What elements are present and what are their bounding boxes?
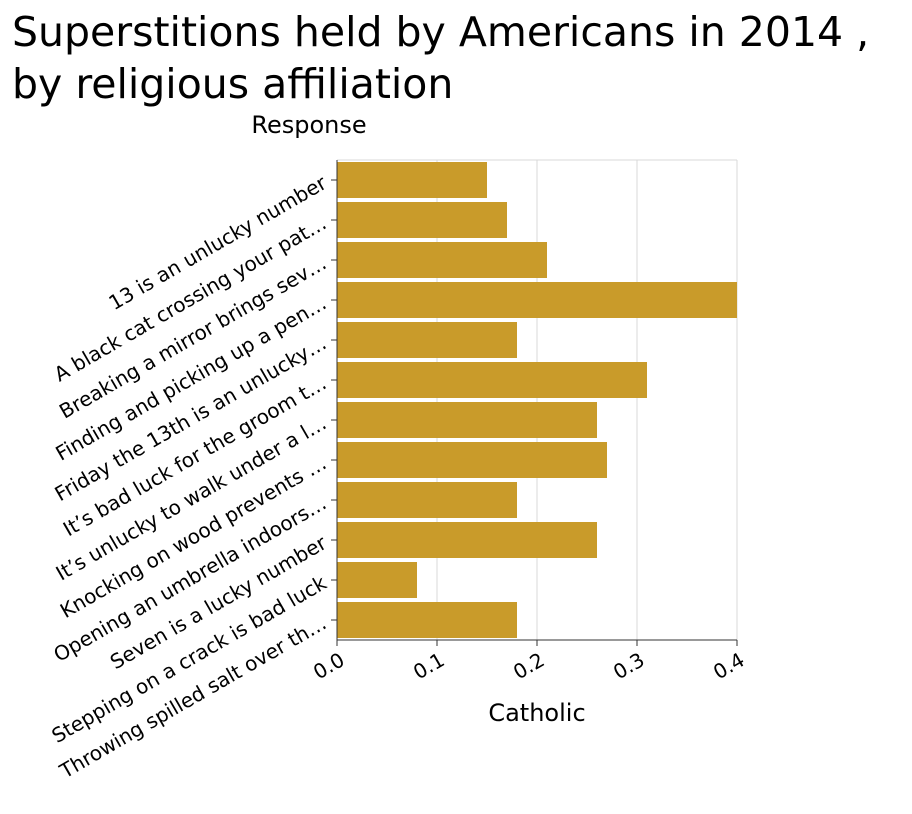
bar — [337, 482, 517, 518]
y-axis-title: Response — [251, 111, 366, 139]
bar — [337, 202, 507, 238]
bar — [337, 242, 547, 278]
bar — [337, 162, 487, 198]
x-axis-title: Catholic — [488, 699, 585, 727]
chart-title: Superstitions held by Americans in 2014 … — [12, 8, 870, 108]
bar — [337, 362, 647, 398]
bar — [337, 322, 517, 358]
bar — [337, 442, 607, 478]
x-tick-label: 0.3 — [609, 648, 649, 685]
bar — [337, 282, 737, 318]
bars — [337, 162, 737, 638]
bar — [337, 402, 597, 438]
x-tick-label: 0.0 — [309, 648, 349, 685]
bar — [337, 562, 417, 598]
bar — [337, 602, 517, 638]
axes — [331, 160, 738, 646]
x-tick-label: 0.2 — [509, 648, 549, 685]
bar — [337, 522, 597, 558]
x-tick-label: 0.1 — [409, 648, 449, 685]
x-tick-label: 0.4 — [709, 648, 749, 685]
